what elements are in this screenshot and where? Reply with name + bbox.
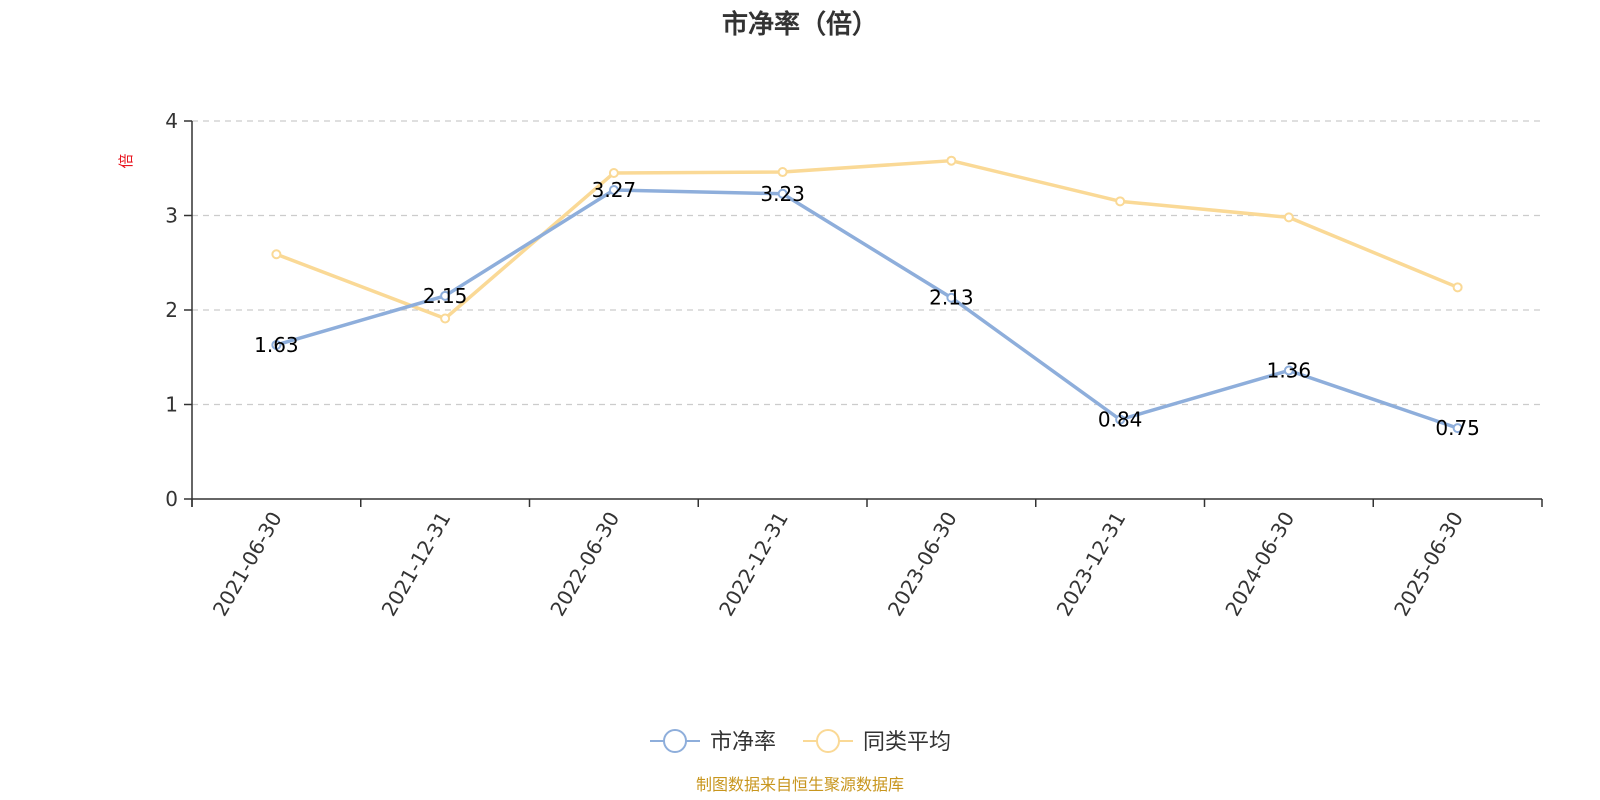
data-point <box>608 184 619 195</box>
data-point <box>271 249 282 260</box>
data-point <box>1115 196 1126 207</box>
legend-label[interactable]: 同类平均 <box>863 730 951 755</box>
data-point <box>608 167 619 178</box>
data-point <box>1283 212 1294 223</box>
y-tick-label: 0 <box>165 487 178 511</box>
x-tick-label: 2025-06-30 <box>1389 508 1468 621</box>
data-point <box>1452 282 1463 293</box>
data-label: 1.36 <box>1267 358 1312 382</box>
series-line-0 <box>275 188 1459 430</box>
grid-lines <box>192 120 1542 406</box>
data-point <box>777 188 788 199</box>
data-label: 2.15 <box>423 284 468 308</box>
x-tick-label: 2024-06-30 <box>1220 508 1299 621</box>
data-point <box>777 167 788 178</box>
data-point <box>1115 414 1126 425</box>
data-point <box>271 339 282 350</box>
x-tick-label: 2021-06-30 <box>208 508 287 621</box>
data-source-note: 制图数据来自恒生聚源数据库 <box>696 775 904 794</box>
data-labels: 1.63 2.15 3.27 3.23 2.13 0.84 1.36 0.75 <box>254 178 1480 440</box>
x-tick-label: 2022-06-30 <box>545 508 624 621</box>
legend-marker[interactable] <box>816 729 840 753</box>
series-line-1 <box>275 158 1459 321</box>
data-point <box>440 313 451 324</box>
x-tick-label: 2021-12-31 <box>377 508 456 621</box>
data-point <box>946 292 957 303</box>
y-tick-label: 1 <box>165 393 178 417</box>
legend-marker[interactable] <box>663 729 687 753</box>
chart-title: 市净率（倍） <box>722 9 878 40</box>
y-axis-label: 倍 <box>117 153 135 168</box>
y-tick-label: 2 <box>165 298 178 322</box>
x-tick-label: 2022-12-31 <box>714 508 793 621</box>
data-label: 0.84 <box>1098 408 1143 432</box>
data-label: 2.13 <box>929 286 974 310</box>
data-label: 1.63 <box>254 333 299 357</box>
y-tick-label: 3 <box>165 204 178 228</box>
x-tick-label: 2023-06-30 <box>883 508 962 621</box>
series-lines <box>271 155 1463 434</box>
data-label: 3.23 <box>760 182 805 206</box>
data-point <box>1452 423 1463 434</box>
data-point <box>440 290 451 301</box>
y-tick-label: 4 <box>165 109 178 133</box>
axes: 0 1 2 3 4 2021-06-30 2021-12-31 2022-06-30 2022-… <box>165 109 1543 621</box>
legend-label[interactable]: 市净率 <box>710 730 776 755</box>
x-tick-label: 2023-12-31 <box>1052 508 1131 621</box>
data-label: 0.75 <box>1435 416 1480 440</box>
data-point <box>1283 365 1294 376</box>
legend[interactable]: 市净率 同类平均 <box>650 729 951 755</box>
data-point <box>946 155 957 166</box>
data-label: 3.27 <box>592 178 637 202</box>
